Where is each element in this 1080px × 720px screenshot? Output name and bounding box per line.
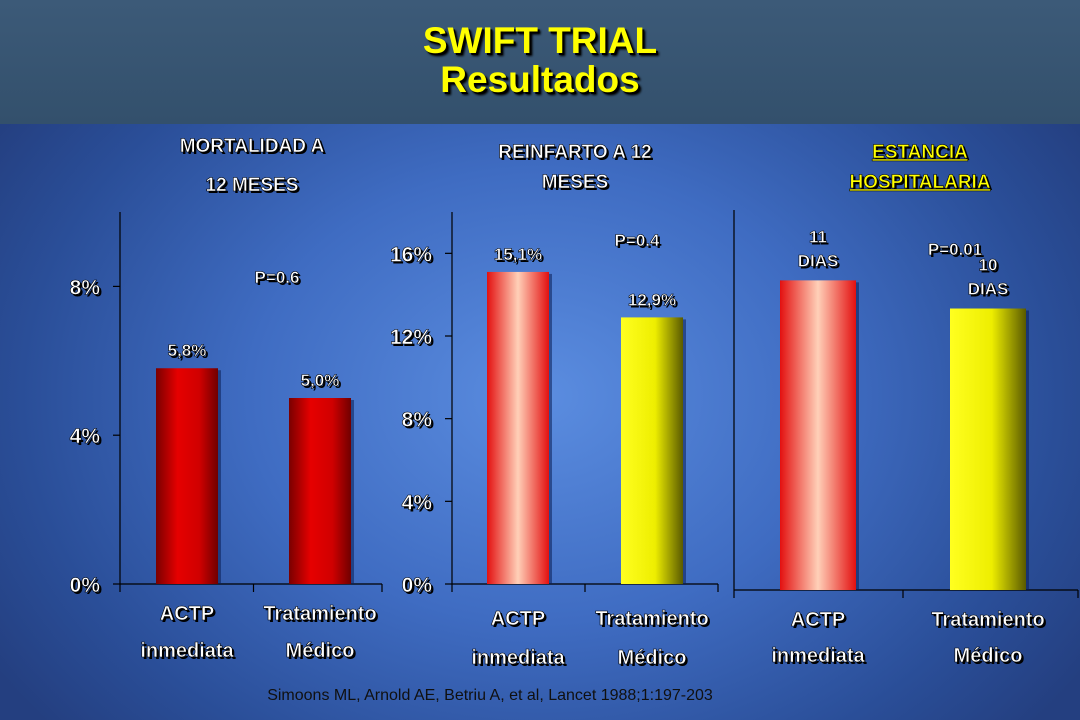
chart2-title-line2: MESES bbox=[542, 172, 609, 193]
chart1-p-value: P=0.6 bbox=[255, 268, 300, 287]
chart2-p-value: P=0.4 bbox=[615, 231, 660, 250]
chart3-bar-1-value-line2-shadow: DIAS bbox=[970, 282, 1011, 301]
chart1-bar-0-value-shadow: 5,8% bbox=[170, 343, 209, 362]
chart3-bar-0-value-line1: 11 bbox=[809, 227, 827, 246]
chart3-category-0-line2-shadow: inmediata bbox=[773, 647, 867, 669]
chart1-category-1-line1: Tratamiento bbox=[263, 603, 376, 625]
chart2-bar-1-value-shadow: 12,9% bbox=[630, 292, 678, 311]
chart2-y-tick-label-3-shadow: 12% bbox=[392, 328, 434, 351]
chart1-category-1-line2: Médico bbox=[286, 640, 355, 662]
chart3-category-0-line2: inmediata bbox=[771, 645, 865, 667]
chart2-y-tick-label-0: 0% bbox=[402, 574, 433, 597]
chart1-bar-0-value: 5,8% bbox=[168, 341, 207, 360]
chart3-category-1-line1-shadow: Tratamiento bbox=[933, 611, 1046, 633]
chart2-title-line1-shadow: REINFARTO A 12 bbox=[500, 144, 653, 165]
chart2-category-1-line1: Tratamiento bbox=[595, 608, 708, 630]
chart1-bar-1-value: 5,0% bbox=[301, 371, 340, 390]
chart1-y-tick-label-2-shadow: 8% bbox=[72, 278, 103, 301]
chart3-title-line1: ESTANCIA bbox=[872, 142, 968, 163]
chart3-bar-0-value-line1-shadow: 11 bbox=[811, 229, 829, 248]
chart3-category-1-line2-shadow: Médico bbox=[956, 647, 1025, 669]
chart2-category-0-line1: ACTP bbox=[491, 608, 545, 630]
chart1-category-0-line2-shadow: inmediata bbox=[142, 642, 236, 664]
chart1-bar-0 bbox=[156, 368, 218, 584]
chart3-bar-1-value-line1: 10 bbox=[979, 256, 998, 275]
chart2-bar-0-value-shadow: 15,1% bbox=[496, 247, 544, 266]
chart2-bar-0-value: 15,1% bbox=[494, 245, 542, 264]
chart1-bar-1 bbox=[289, 398, 351, 584]
chart3-title-line1-shadow: ESTANCIA bbox=[874, 144, 970, 165]
chart3-category-0-line1-shadow: ACTP bbox=[793, 611, 847, 633]
chart2-y-tick-label-1-shadow: 4% bbox=[404, 493, 435, 516]
chart1-title-line2-shadow: 12 MESES bbox=[208, 177, 301, 198]
chart2-y-tick-label-4: 16% bbox=[390, 243, 432, 266]
chart1-y-tick-label-0: 0% bbox=[70, 574, 101, 597]
chart3-category-0-line1: ACTP bbox=[791, 609, 845, 631]
chart3-p-value: P=0.01 bbox=[928, 240, 982, 259]
chart2-y-tick-label-2-shadow: 8% bbox=[404, 411, 435, 434]
chart3-bar-0-value-line2-shadow: DIAS bbox=[800, 253, 841, 272]
chart1-category-0-line1: ACTP bbox=[160, 603, 214, 625]
chart2-bar-1 bbox=[621, 317, 683, 584]
chart3-bar-1-value-line2: DIAS bbox=[968, 280, 1009, 299]
chart2-category-1-line2-shadow: Médico bbox=[620, 649, 689, 671]
chart2-category-0-line1-shadow: ACTP bbox=[493, 610, 547, 632]
chart1-category-1-line1-shadow: Tratamiento bbox=[265, 605, 378, 627]
chart1-y-tick-label-0-shadow: 0% bbox=[72, 576, 103, 599]
chart1-y-tick-label-2: 8% bbox=[70, 276, 101, 299]
chart2-title-line1: REINFARTO A 12 bbox=[498, 142, 651, 163]
chart3-bar-0-value-line2: DIAS bbox=[798, 251, 839, 270]
chart3-title-line2: HOSPITALARIA bbox=[849, 172, 990, 193]
chart1-bar-1-value-shadow: 5,0% bbox=[303, 373, 342, 392]
chart2-bar-0 bbox=[487, 271, 549, 584]
chart3-bar-1 bbox=[950, 308, 1026, 590]
chart1-category-1-line2-shadow: Médico bbox=[288, 642, 357, 664]
chart1-title-line1-shadow: MORTALIDAD A bbox=[182, 138, 327, 159]
chart1-y-tick-label-1-shadow: 4% bbox=[72, 427, 103, 450]
chart1-category-0-line1-shadow: ACTP bbox=[162, 605, 216, 627]
chart3-bar-1-value-line1-shadow: 10 bbox=[981, 258, 1000, 277]
chart3-category-1-line2: Médico bbox=[954, 645, 1023, 667]
chart2-p-value-shadow: P=0.4 bbox=[617, 233, 662, 252]
chart2-title-line2-shadow: MESES bbox=[544, 174, 611, 195]
chart3-title-line2-shadow: HOSPITALARIA bbox=[851, 174, 992, 195]
chart3-category-1-line1: Tratamiento bbox=[931, 609, 1044, 631]
chart2-y-tick-label-0-shadow: 0% bbox=[404, 576, 435, 599]
chart2-category-0-line2-shadow: inmediata bbox=[473, 649, 567, 671]
chart2-y-tick-label-1: 4% bbox=[402, 491, 433, 514]
chart2-category-0-line2: inmediata bbox=[471, 647, 565, 669]
slide-title: SWIFT TRIAL bbox=[422, 20, 658, 61]
title-band bbox=[0, 0, 1080, 124]
chart2-category-1-line1-shadow: Tratamiento bbox=[597, 610, 710, 632]
chart2-y-tick-label-4-shadow: 16% bbox=[392, 245, 434, 268]
chart2-bar-1-value: 12,9% bbox=[628, 290, 676, 309]
chart1-p-value-shadow: P=0.6 bbox=[257, 270, 302, 289]
chart2-y-tick-label-3: 12% bbox=[390, 326, 432, 349]
chart1-title-line1: MORTALIDAD A bbox=[180, 136, 325, 157]
chart1-y-tick-label-1: 4% bbox=[70, 425, 101, 448]
chart3-p-value-shadow: P=0.01 bbox=[930, 242, 984, 261]
source-citation: Simoons ML, Arnold AE, Betriu A, et al, … bbox=[267, 687, 713, 704]
chart1-category-0-line2: inmediata bbox=[140, 640, 234, 662]
chart2-y-tick-label-2: 8% bbox=[402, 409, 433, 432]
chart2-category-1-line2: Médico bbox=[618, 647, 687, 669]
slide-subtitle: Resultados bbox=[440, 59, 640, 100]
chart3-bar-0 bbox=[780, 280, 856, 590]
chart1-title-line2: 12 MESES bbox=[206, 175, 299, 196]
